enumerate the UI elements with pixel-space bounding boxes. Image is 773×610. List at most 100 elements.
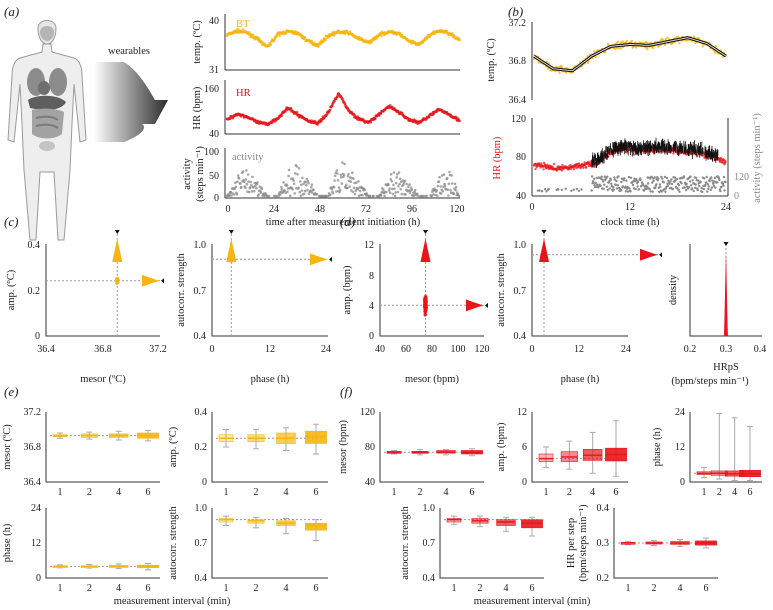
a3-point xyxy=(448,170,451,174)
b2-activity-point xyxy=(641,183,645,187)
b2-activity-point xyxy=(600,175,603,178)
b2-activity-point xyxy=(602,187,605,190)
b1-point xyxy=(621,40,624,43)
a3-point xyxy=(397,171,401,174)
a2-point xyxy=(333,99,336,103)
d3-ylabel: density xyxy=(668,274,679,305)
b1-point xyxy=(632,45,635,49)
a3-point xyxy=(347,172,350,176)
b2-activity-point xyxy=(678,190,681,193)
b2-activity-point xyxy=(564,187,567,190)
b2-activity-point xyxy=(669,180,672,183)
f1-xtick: 2 xyxy=(418,487,423,498)
a3-xlabel: time after measurement initiation (h) xyxy=(266,217,421,228)
a3-point xyxy=(446,188,450,191)
b2-activity-point xyxy=(661,177,664,180)
a3-point xyxy=(439,192,443,195)
b1-point xyxy=(644,40,648,44)
b2-activity-point xyxy=(706,183,709,186)
e3-ytick: 0 xyxy=(36,573,41,584)
a2-point xyxy=(346,107,350,110)
b2-activity-point xyxy=(596,183,599,186)
f2-ylabel: amp. (bpm) xyxy=(496,422,507,471)
b2-activity-point xyxy=(624,190,628,193)
f4-xtick: 4 xyxy=(504,583,509,594)
f3-ytick: 24 xyxy=(675,407,685,418)
b2-hr-point xyxy=(592,165,596,168)
a1-ytick: 31 xyxy=(209,65,219,76)
b2-activity-point xyxy=(605,185,608,188)
b2-activity-point xyxy=(697,179,700,182)
a3-xtick: 72 xyxy=(361,204,371,215)
a3-point xyxy=(402,183,405,186)
b2-activity-point xyxy=(651,190,654,193)
d3-xtick: 0.4 xyxy=(754,344,767,355)
a3-point xyxy=(399,187,402,191)
c1-xtick: 37.2 xyxy=(149,344,167,355)
a3-point xyxy=(337,186,341,189)
b2-activity-point xyxy=(665,176,669,180)
b2-activity-point xyxy=(592,177,596,180)
e1-ylabel: mesor (ºC) xyxy=(2,424,13,470)
d1-point xyxy=(424,309,428,313)
a3-point xyxy=(287,168,291,172)
f2-ytick: 6 xyxy=(522,442,527,453)
a3-point xyxy=(398,177,402,181)
a2-point xyxy=(458,119,461,123)
a3-point xyxy=(405,182,409,186)
a1-point xyxy=(458,38,461,42)
b2-activity-point xyxy=(651,181,654,184)
a3-point xyxy=(400,192,404,196)
a-temp-plot: 40 31 temp. (ºC) BT xyxy=(192,14,460,76)
a3-point xyxy=(300,183,303,187)
d2-top-density xyxy=(539,238,549,262)
a3-point xyxy=(436,184,440,188)
b2-activity-point xyxy=(687,186,691,189)
e3-xtick: 6 xyxy=(146,583,151,594)
a2-point xyxy=(378,114,381,117)
b2-activity-point xyxy=(675,177,679,181)
d3-xtick: 0.2 xyxy=(684,344,697,355)
b2-activity-point xyxy=(660,175,663,179)
d1-top-density xyxy=(420,238,431,262)
b2-activity-point xyxy=(575,187,579,191)
a3-point xyxy=(245,182,249,186)
c1-xtick: 36.4 xyxy=(37,344,55,355)
panel-label-b: (b) xyxy=(508,4,523,19)
a3-point xyxy=(392,171,396,174)
b2-activity-point xyxy=(617,175,620,178)
c1-right-marker xyxy=(161,278,164,284)
f5-axes xyxy=(613,508,718,579)
a3-point xyxy=(336,172,339,175)
b2-activity-point xyxy=(599,184,602,187)
b2-activity-point xyxy=(685,182,688,186)
f1-ytick: 120 xyxy=(360,407,375,418)
a3-point xyxy=(256,181,259,184)
a2-ytick: 160 xyxy=(204,84,219,95)
b2-activity-point xyxy=(708,180,711,183)
b2-activity-point xyxy=(705,181,708,184)
a3-point xyxy=(391,192,395,196)
a3-point xyxy=(333,179,336,182)
b1-fit-core xyxy=(533,37,727,72)
b2-activity-point xyxy=(652,179,655,182)
b2-activity-point xyxy=(709,188,712,191)
a3-point xyxy=(280,185,283,189)
a3-point xyxy=(361,193,364,197)
b2-activity-point xyxy=(668,182,671,185)
a3-point xyxy=(338,190,341,194)
a3-point xyxy=(235,192,239,196)
a2-point xyxy=(369,120,373,124)
a3-point xyxy=(250,183,253,187)
e3-xtick: 4 xyxy=(116,583,121,594)
c1-right-density xyxy=(142,274,160,287)
b2-ytick: 120 xyxy=(511,114,526,125)
a3-point xyxy=(342,173,346,176)
d1-xlabel: mesor (bpm) xyxy=(405,374,459,385)
d1-xtick: 60 xyxy=(401,344,411,355)
e2-ytick: 0.4 xyxy=(195,407,208,418)
a3-point xyxy=(302,182,305,186)
b1-ytick: 36.4 xyxy=(509,95,527,106)
b2-hr-point xyxy=(684,153,688,156)
b2-hr-point xyxy=(542,168,545,171)
